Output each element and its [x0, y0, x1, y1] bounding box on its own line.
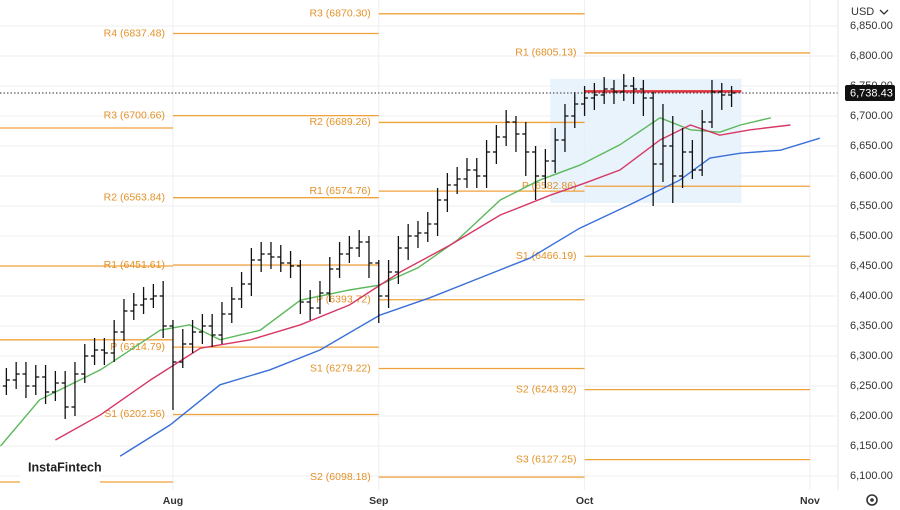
last-price-box	[845, 84, 895, 101]
pivot-label: P (6582.86)	[522, 180, 577, 192]
currency[interactable]: USD	[851, 6, 874, 18]
pivot-label: S2 (6243.92)	[516, 383, 577, 395]
currency-select[interactable]: USD	[843, 2, 895, 22]
moving-average	[55, 124, 791, 441]
y-tick-label: 6,800.00	[850, 50, 893, 62]
gear-center[interactable]	[870, 498, 874, 502]
pivot-label: R1 (6574.76)	[309, 185, 370, 197]
pivot-label: S1 (6466.19)	[516, 250, 577, 262]
watermark: InstaFintech	[28, 460, 102, 474]
moving-average	[119, 137, 821, 457]
currency-box[interactable]	[843, 2, 895, 22]
y-tick-label: 6,300.00	[850, 350, 893, 362]
pivot-label: R1 (6805.13)	[515, 47, 576, 59]
pivot-label: R3 (6700.66)	[104, 109, 165, 121]
pivot-label: S2 (6098.18)	[310, 471, 371, 483]
pivot-label: S1 (6202.56)	[104, 408, 165, 420]
plot: R4 (6837.48) R3 (6700.66) R2 (6563.84) R1 (…	[0, 8, 838, 483]
pivot-label: S3 (6127.25)	[516, 453, 577, 465]
x-tick-label: Sep	[369, 495, 388, 507]
y-tick-label: 6,400.00	[850, 290, 893, 302]
y-tick-label: 6,450.00	[850, 260, 893, 272]
x-tick-label: Aug	[163, 495, 183, 507]
y-tick-label: 6,600.00	[850, 170, 893, 182]
y-tick-label: 6,150.00	[850, 440, 893, 452]
pivot-label: R1 (6451.61)	[104, 259, 165, 271]
profile-box	[550, 78, 742, 203]
pivot-label: S1 (6279.22)	[310, 362, 371, 374]
y-tick-label: 6,850.00	[850, 20, 893, 32]
y-tick-label: 6,550.00	[850, 200, 893, 212]
last-price-label: 6,738.43	[850, 87, 893, 99]
caret[interactable]	[879, 9, 889, 15]
settings[interactable]	[866, 494, 878, 506]
y-tick-label: 6,100.00	[850, 470, 893, 482]
pivot-label: R3 (6870.30)	[309, 8, 370, 20]
pivot-label: R4 (6837.48)	[104, 27, 165, 39]
pivot-label: P (6314.79)	[110, 341, 165, 353]
pivot-label: R2 (6689.26)	[309, 116, 370, 128]
y-tick-label: 6,700.00	[850, 110, 893, 122]
y-tick-label: 6,250.00	[850, 380, 893, 392]
y-tick-label: 6,200.00	[850, 410, 893, 422]
y-tick-label: 6,650.00	[850, 140, 893, 152]
y-tick-label: 6,500.00	[850, 230, 893, 242]
pivot-label: R2 (6563.84)	[104, 191, 165, 203]
x-tick-label: Oct	[576, 495, 594, 507]
watermark-box	[20, 453, 100, 483]
gear[interactable]	[866, 494, 878, 506]
y-tick-label: 6,350.00	[850, 320, 893, 332]
x-tick-label: Nov	[800, 495, 820, 507]
moving-average	[0, 117, 771, 447]
